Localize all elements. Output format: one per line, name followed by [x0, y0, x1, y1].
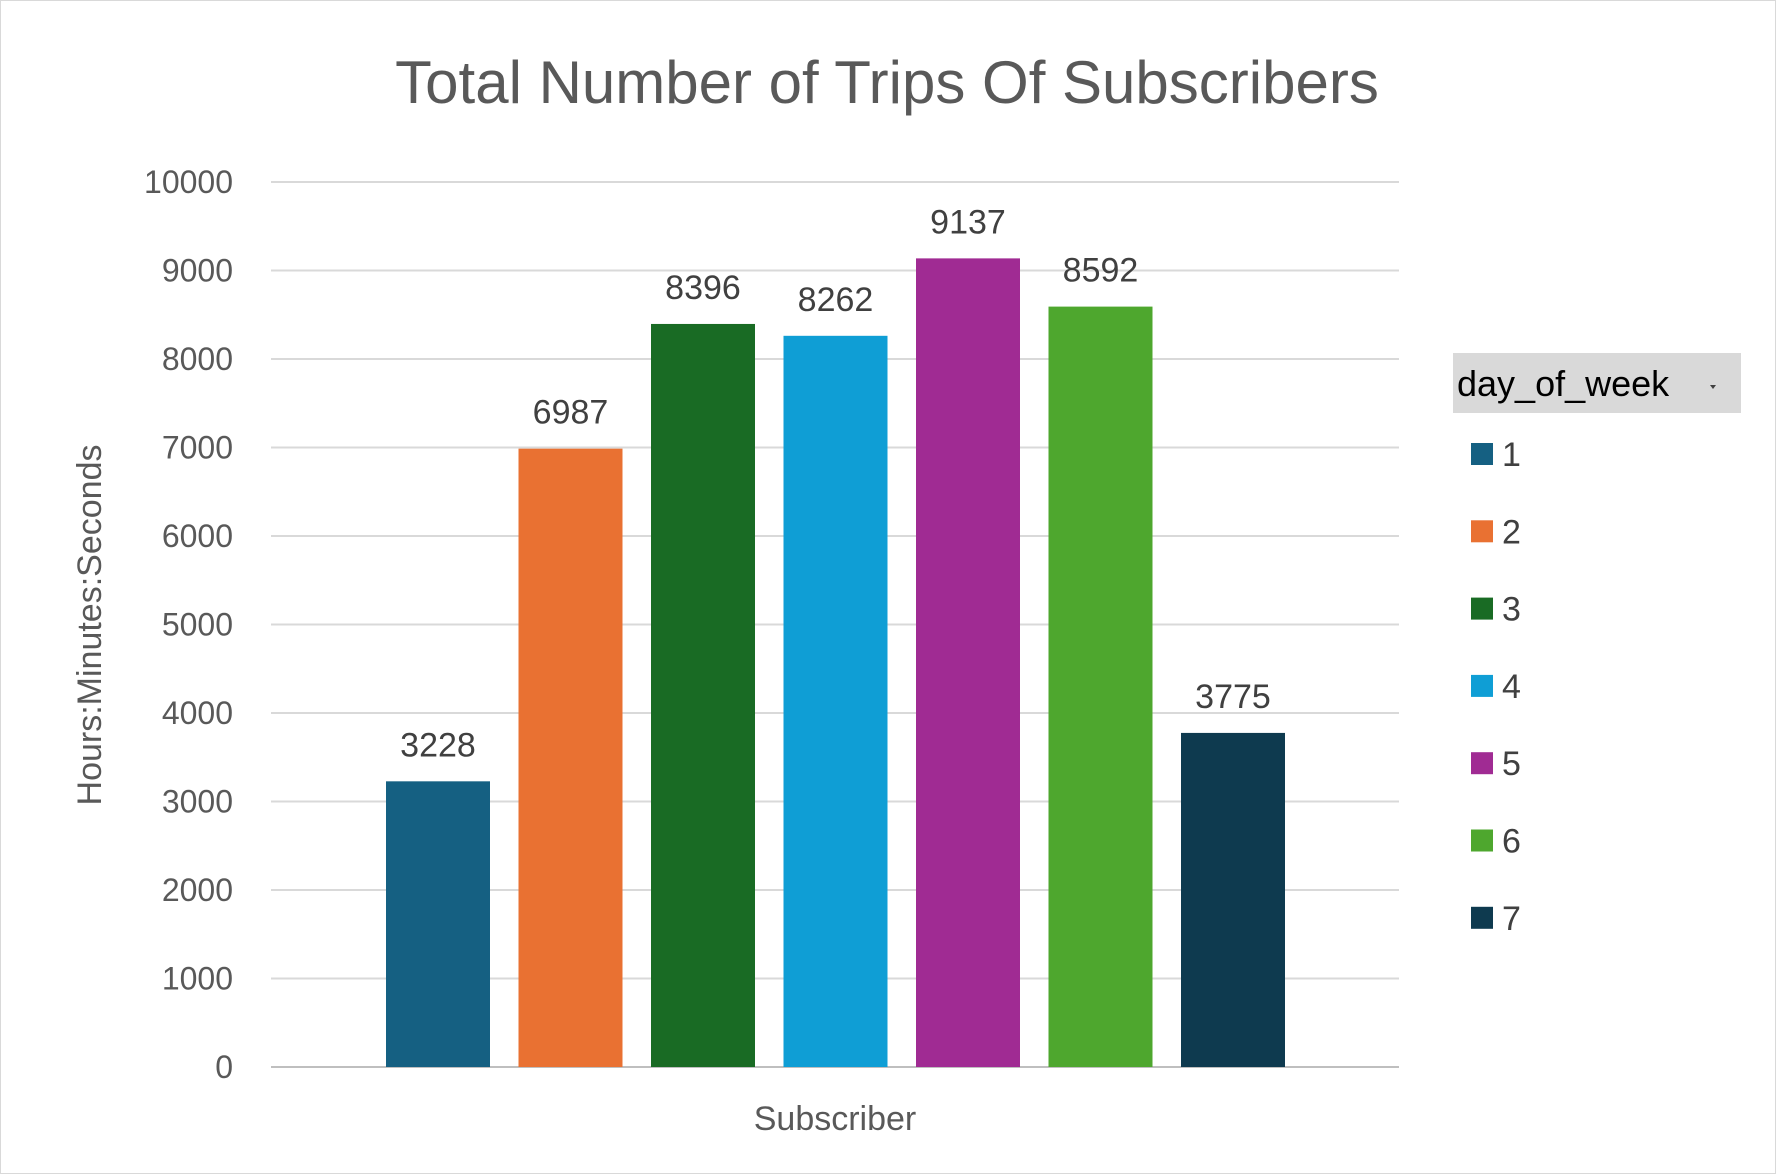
y-tick-label: 8000: [162, 341, 233, 377]
legend-item-4[interactable]: 4: [1471, 668, 1521, 706]
data-label: 8262: [798, 281, 874, 319]
legend-swatch: [1471, 674, 1493, 697]
bar-day-4: [783, 335, 888, 1067]
y-tick-label: 2000: [162, 872, 233, 908]
legend-swatch: [1471, 597, 1493, 620]
legend-label: 2: [1502, 513, 1521, 551]
y-tick-label: 1000: [162, 961, 233, 997]
legend: day_of_week 1 2 3 4 5 6 7: [1453, 353, 1741, 938]
legend-swatch: [1471, 906, 1493, 929]
legend-items: 1 2 3 4 5 6 7: [1471, 436, 1521, 938]
legend-label: 1: [1502, 436, 1521, 474]
y-tick-label: 4000: [162, 695, 233, 731]
bar-day-5: [916, 258, 1020, 1067]
legend-header-background: [1453, 353, 1741, 413]
x-axis-label: Subscriber: [754, 1100, 917, 1138]
bar-day-1: [386, 781, 490, 1067]
data-label: 8592: [1063, 252, 1139, 290]
data-label: 6987: [533, 394, 609, 432]
legend-swatch: [1471, 829, 1493, 852]
data-label: 3228: [400, 726, 476, 764]
legend-swatch: [1471, 443, 1493, 465]
legend-item-6[interactable]: 6: [1471, 823, 1521, 861]
legend-label: 5: [1502, 745, 1521, 783]
legend-item-7[interactable]: 7: [1471, 900, 1521, 938]
y-tick-label: 0: [215, 1049, 233, 1085]
legend-label: 6: [1502, 823, 1521, 861]
y-tick-label: 5000: [162, 607, 233, 643]
bar-day-2: [518, 448, 623, 1067]
legend-swatch: [1471, 520, 1493, 543]
data-label: 3775: [1195, 678, 1271, 716]
y-tick-label: 10000: [144, 164, 233, 200]
bar-day-6: [1048, 306, 1153, 1067]
y-tick-label: 6000: [162, 518, 233, 554]
bar-day-3: [651, 323, 755, 1068]
y-tick-label: 9000: [162, 253, 233, 289]
data-label: 8396: [665, 269, 741, 307]
legend-item-2[interactable]: 2: [1471, 513, 1521, 551]
legend-item-1[interactable]: 1: [1471, 436, 1521, 474]
legend-item-5[interactable]: 5: [1471, 745, 1521, 783]
legend-filter-button[interactable]: day_of_week: [1453, 353, 1741, 413]
legend-label: 3: [1502, 591, 1521, 629]
y-tick-label: 7000: [162, 430, 233, 466]
dropdown-arrow-icon: [1710, 385, 1716, 389]
legend-title: day_of_week: [1457, 363, 1670, 404]
bar-day-7: [1181, 732, 1285, 1067]
data-labels: 3228 6987 8396 8262 9137 8592 3775: [400, 203, 1271, 764]
y-tick-label: 3000: [162, 784, 233, 820]
chart-title: Total Number of Trips Of Subscribers: [395, 49, 1379, 116]
y-axis-ticks: 0 1000 2000 3000 4000 5000 6000 7000 8000 9000 100…: [144, 164, 233, 1085]
bars: [386, 258, 1285, 1068]
legend-label: 7: [1502, 900, 1521, 938]
y-axis-label: Hours:Minutes:Seconds: [71, 445, 109, 806]
legend-label: 4: [1502, 668, 1521, 706]
legend-item-3[interactable]: 3: [1471, 591, 1521, 629]
legend-swatch: [1471, 752, 1493, 775]
data-label: 9137: [930, 203, 1006, 241]
